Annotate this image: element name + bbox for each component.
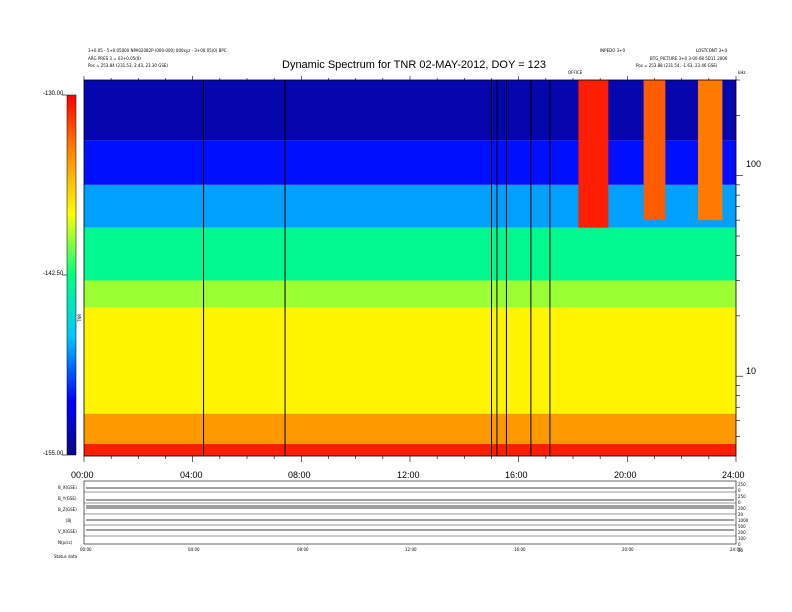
header-right-line-2: BTG_PICTURE 3+0 3-00-08 5D11 2006 (650, 56, 728, 61)
radio-burst (697, 80, 723, 221)
colorbar (66, 94, 77, 456)
radio-burst (643, 80, 666, 221)
spectrum-band (84, 413, 736, 444)
spectrum-band (84, 184, 736, 228)
header-left-line-1: 3+0.05 - 5+0.05000 NPA02082P (000-000) 0… (88, 48, 227, 53)
panel-right-tick: 500 (738, 524, 746, 529)
panel-right-tick: 200 (738, 506, 746, 511)
panel-row-label: B_X(GSE) (58, 485, 77, 490)
colorbar-tick-top: -130.00 (43, 91, 64, 97)
panel-x-tick: 00:00 (80, 547, 92, 552)
x-tick-label: 00:00 (71, 470, 94, 480)
spectrum-band (84, 443, 736, 456)
y-axis-unit: kHz (738, 70, 746, 75)
radio-burst (578, 80, 609, 228)
panel-right-tick: 0 (738, 488, 741, 493)
y-tick-label: 100 (746, 159, 762, 169)
panel-right-tick: 1000 (738, 518, 749, 523)
panel-right-tick: 250 (738, 494, 746, 499)
colorbar-tick-mid: -142.50 (43, 271, 64, 277)
panel-row-label: B_Y(GSE) (58, 496, 77, 501)
spectrum-band (84, 140, 736, 185)
spectrum-band (84, 227, 736, 281)
x-tick-label: 20:00 (614, 470, 637, 480)
summary-panel-frame (83, 480, 737, 545)
panel-row-label: |B| (66, 518, 72, 523)
panel-right-tick: 0 (738, 500, 741, 505)
panel-right-tick: 20 (738, 512, 744, 517)
panel-right-tick: 250 (738, 482, 746, 487)
gap-marker-label: OFFICE (568, 70, 583, 75)
spectrum-band (84, 280, 736, 308)
panel-footer: Status data (54, 554, 78, 559)
header-left-line-3: Pos = 253.84 (231.53, 2.43, 23.30 GSE) (88, 63, 168, 68)
x-tick-label: 08:00 (288, 470, 311, 480)
colorbar-label: TNR (77, 313, 82, 322)
panel-x-tick: 24:00 (730, 547, 742, 552)
panel-x-tick: 12:00 (405, 547, 417, 552)
panel-right-tick: 100 (738, 536, 746, 541)
header-right-corner: LOSTCONT 3+0 (696, 48, 728, 53)
header-right-line-1: INPEDO 3+0 (600, 48, 626, 53)
panel-x-tick: 04:00 (188, 547, 200, 552)
y-tick-label: 10 (746, 366, 757, 376)
x-tick-label: 04:00 (180, 470, 203, 480)
chart-title: Dynamic Spectrum for TNR 02-MAY-2012, DO… (282, 59, 547, 71)
panel-x-tick: 20:00 (622, 547, 634, 552)
spectrum-band (84, 307, 736, 414)
panel-row-label: V_X(GSE) (58, 529, 77, 534)
panel-x-tick: 16:00 (514, 547, 526, 552)
panel-right-tick: 20 (738, 548, 744, 553)
x-tick-label: 12:00 (397, 470, 420, 480)
panel-row-label: B_Z(GSE) (58, 507, 77, 512)
panel-right-tick: 200 (738, 530, 746, 535)
x-tick-label: 24:00 (722, 470, 745, 480)
colorbar-tick-bottom: -155.00 (43, 451, 64, 457)
panel-right-tick: 0 (738, 542, 741, 547)
x-tick-label: 16:00 (505, 470, 528, 480)
header-left-line-2: ARG PRES 3 = 03+0.05(0) (88, 56, 141, 61)
panel-x-tick: 08:00 (297, 547, 309, 552)
header-right-line-3: Pos = 253.88 (231.54, -1.63, 23.46 GSE) (636, 63, 718, 68)
spectrum-band (84, 80, 736, 141)
panel-row-label: N(p/cc) (58, 540, 73, 545)
